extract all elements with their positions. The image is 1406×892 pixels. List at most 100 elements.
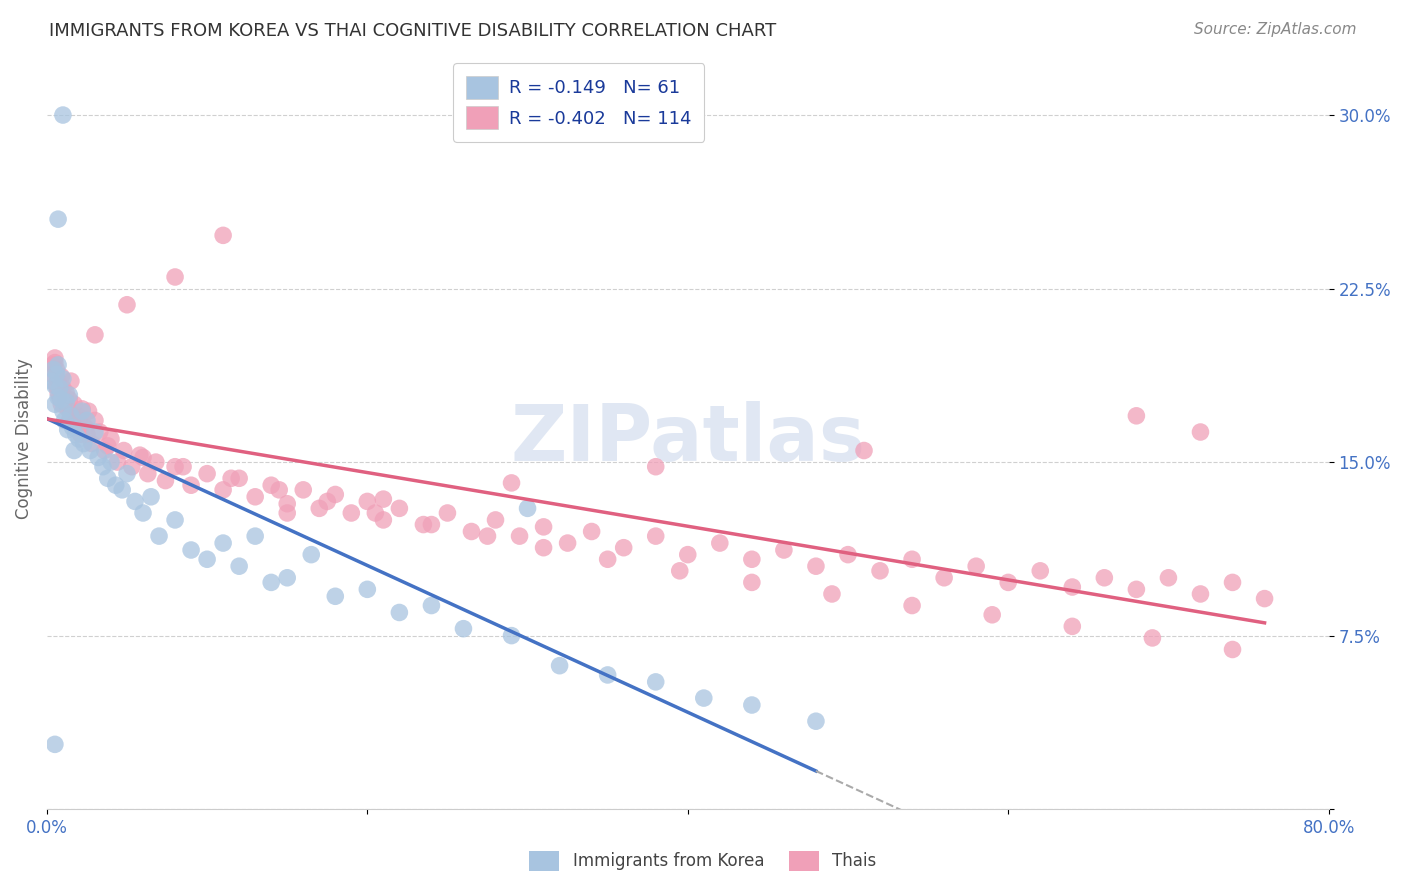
Point	[145, 455, 167, 469]
Point	[89, 425, 111, 439]
Point	[1222, 575, 1244, 590]
Point	[51, 369, 73, 384]
Point	[932, 571, 955, 585]
Point	[115, 298, 138, 312]
Point	[66, 409, 89, 423]
Point	[45, 378, 67, 392]
Point	[276, 571, 298, 585]
Point	[97, 471, 120, 485]
Point	[121, 459, 143, 474]
Point	[1222, 642, 1244, 657]
Point	[1157, 571, 1180, 585]
Point	[388, 606, 411, 620]
Point	[105, 455, 128, 469]
Point	[276, 497, 298, 511]
Point	[965, 559, 987, 574]
Point	[52, 108, 75, 122]
Point	[299, 548, 322, 562]
Point	[42, 358, 65, 372]
Point	[436, 506, 458, 520]
Point	[219, 471, 242, 485]
Point	[136, 467, 159, 481]
Point	[548, 658, 571, 673]
Point	[63, 397, 86, 411]
Point	[741, 698, 763, 712]
Point	[1092, 571, 1115, 585]
Point	[46, 374, 69, 388]
Point	[42, 362, 65, 376]
Point	[65, 420, 87, 434]
Point	[412, 517, 434, 532]
Point	[180, 543, 202, 558]
Point	[58, 413, 80, 427]
Point	[516, 501, 538, 516]
Point	[533, 541, 555, 555]
Point	[276, 506, 298, 520]
Text: ZIPatlas: ZIPatlas	[510, 401, 865, 477]
Point	[1253, 591, 1275, 606]
Point	[212, 483, 235, 497]
Point	[596, 552, 619, 566]
Point	[111, 483, 134, 497]
Point	[1125, 582, 1147, 597]
Point	[644, 529, 666, 543]
Point	[46, 212, 69, 227]
Point	[128, 448, 150, 462]
Point	[356, 494, 378, 508]
Point	[693, 691, 716, 706]
Point	[55, 395, 77, 409]
Point	[997, 575, 1019, 590]
Point	[165, 459, 187, 474]
Point	[51, 392, 73, 407]
Point	[228, 559, 250, 574]
Point	[56, 423, 79, 437]
Point	[67, 413, 90, 427]
Point	[484, 513, 506, 527]
Point	[139, 490, 162, 504]
Point	[1189, 425, 1212, 439]
Point	[709, 536, 731, 550]
Point	[180, 478, 202, 492]
Point	[93, 443, 115, 458]
Point	[41, 367, 63, 381]
Point	[104, 478, 127, 492]
Point	[557, 536, 579, 550]
Point	[44, 397, 66, 411]
Point	[581, 524, 603, 539]
Point	[340, 506, 363, 520]
Point	[148, 529, 170, 543]
Point	[87, 450, 110, 465]
Point	[243, 490, 266, 504]
Point	[195, 552, 218, 566]
Point	[63, 443, 86, 458]
Point	[100, 432, 122, 446]
Point	[172, 459, 194, 474]
Point	[821, 587, 844, 601]
Point	[44, 351, 66, 365]
Point	[1062, 580, 1084, 594]
Point	[44, 737, 66, 751]
Point	[59, 409, 82, 423]
Point	[124, 494, 146, 508]
Point	[69, 427, 91, 442]
Point	[460, 524, 482, 539]
Point	[308, 501, 330, 516]
Point	[79, 443, 101, 458]
Point	[58, 392, 80, 407]
Point	[1189, 587, 1212, 601]
Point	[44, 356, 66, 370]
Point	[70, 401, 93, 416]
Point	[837, 548, 859, 562]
Point	[644, 459, 666, 474]
Point	[869, 564, 891, 578]
Point	[853, 443, 876, 458]
Point	[52, 404, 75, 418]
Point	[75, 420, 97, 434]
Point	[84, 327, 107, 342]
Point	[356, 582, 378, 597]
Point	[132, 450, 155, 465]
Point	[741, 552, 763, 566]
Point	[53, 413, 76, 427]
Point	[420, 599, 443, 613]
Point	[243, 529, 266, 543]
